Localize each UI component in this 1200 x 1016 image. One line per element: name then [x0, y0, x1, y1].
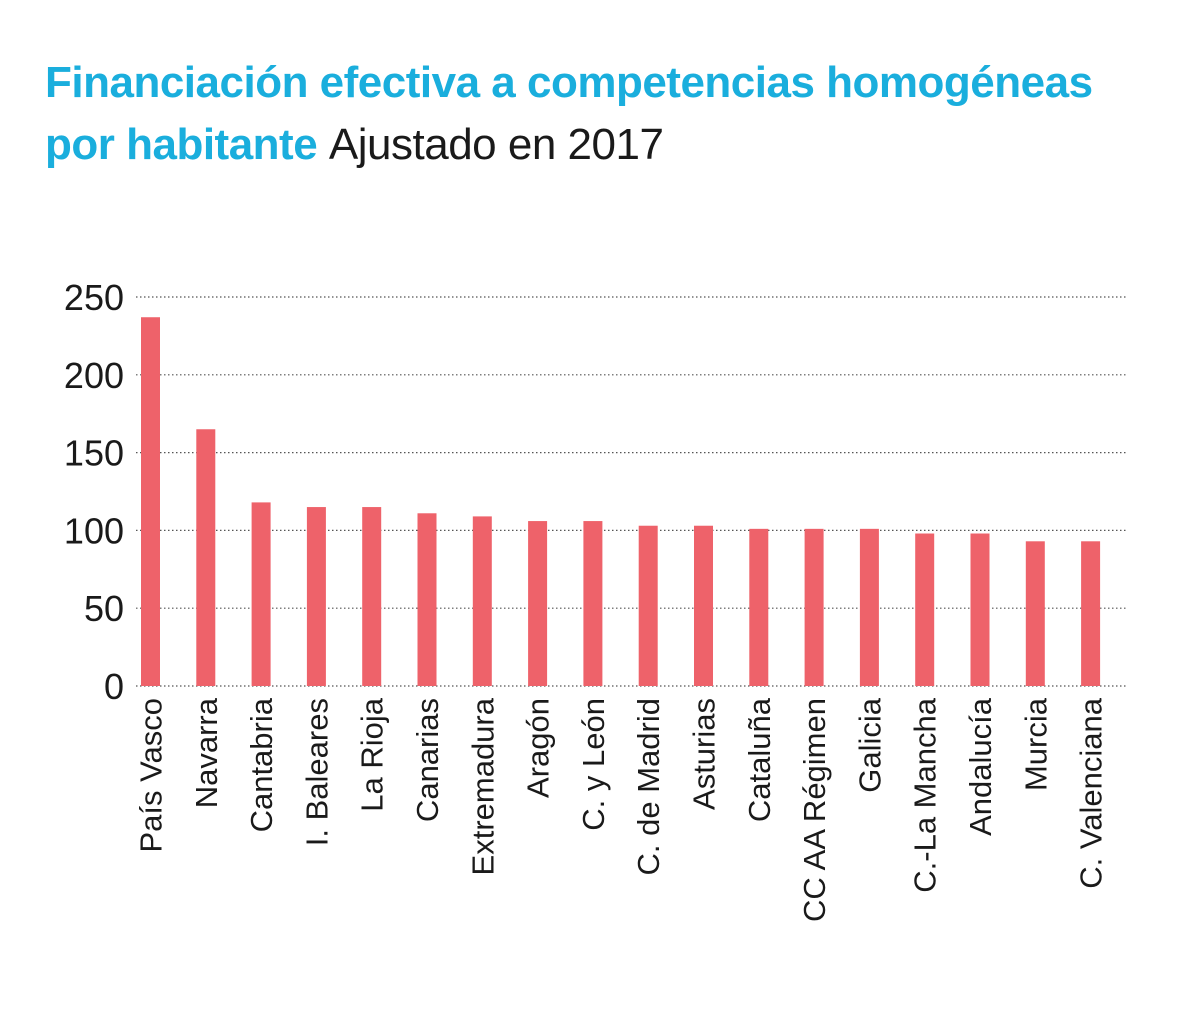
- x-tick-label: Andalucía: [963, 697, 998, 836]
- chart-title-highlight: Financiación efectiva a competencias hom…: [45, 58, 1093, 169]
- x-tick-label: Cataluña: [742, 697, 777, 822]
- x-tick-label: Extremadura: [465, 697, 500, 875]
- x-tick-label: Murcia: [1018, 697, 1053, 791]
- x-tick-label: I. Baleares: [299, 698, 334, 846]
- x-tick-label: Aragón: [521, 698, 556, 798]
- x-tick-label: C.-La Mancha: [908, 697, 943, 892]
- bar: [859, 528, 879, 686]
- bar: [1025, 541, 1045, 686]
- x-tick-label: Galicia: [852, 697, 887, 793]
- y-axis-ticks: 0 50 100 150 200 250: [64, 277, 124, 707]
- x-tick-label: La Rioja: [355, 697, 390, 811]
- bar: [694, 525, 713, 686]
- x-tick-label: País Vasco: [134, 698, 169, 853]
- bar: [638, 525, 658, 686]
- chart-title: Financiación efectiva a competencias hom…: [45, 52, 1165, 176]
- x-tick-label: C. Valenciana: [1074, 697, 1109, 888]
- bar: [970, 533, 990, 686]
- y-tick-label: 100: [64, 510, 124, 551]
- bar: [583, 521, 603, 686]
- x-tick-label: C. de Madrid: [631, 698, 666, 875]
- bar: [472, 516, 492, 686]
- y-tick-label: 200: [64, 355, 124, 396]
- bar: [251, 502, 271, 686]
- bar: [141, 317, 160, 686]
- bar: [196, 429, 216, 686]
- x-tick-label: Navarra: [189, 697, 224, 808]
- gridlines: [136, 296, 1128, 687]
- y-tick-label: 150: [64, 433, 124, 474]
- x-tick-label: Asturias: [687, 698, 722, 810]
- bar: [417, 513, 437, 686]
- bars: [141, 317, 1101, 686]
- x-tick-label: Cantabria: [244, 697, 279, 832]
- y-tick-label: 50: [84, 588, 124, 629]
- y-tick-label: 0: [104, 666, 124, 707]
- x-axis-labels: País Vasco Navarra Cantabria I. Baleares La …: [134, 697, 1109, 922]
- bar: [804, 528, 824, 686]
- bar: [749, 528, 769, 686]
- bar: [362, 507, 382, 686]
- x-tick-label: CC AA Régimen: [797, 698, 832, 922]
- chart-subtitle: Ajustado en 2017: [328, 120, 664, 169]
- y-tick-label: 250: [64, 277, 124, 318]
- x-tick-label: C. y León: [576, 698, 611, 831]
- bar: [306, 507, 326, 686]
- bar: [915, 533, 935, 686]
- bar: [1081, 541, 1101, 686]
- x-tick-label: Canarias: [410, 698, 445, 822]
- bar: [528, 521, 548, 686]
